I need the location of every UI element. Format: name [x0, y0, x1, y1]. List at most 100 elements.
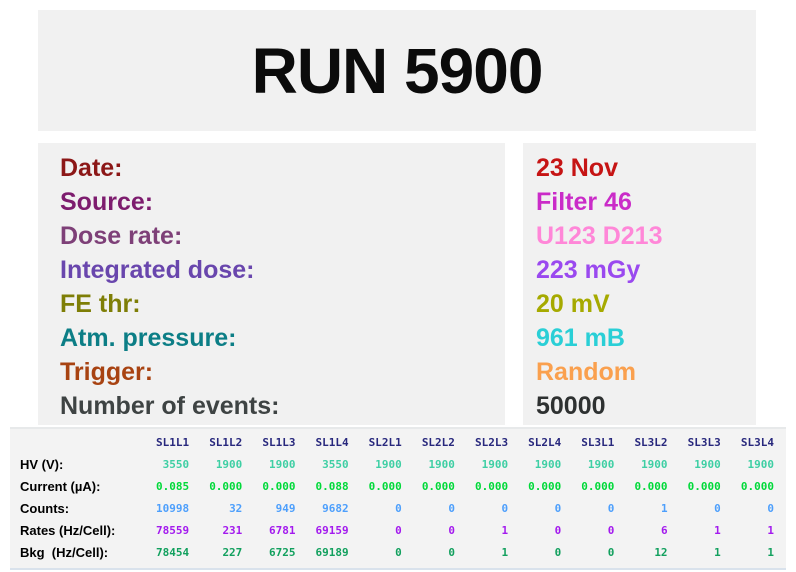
row-label-bkg: Bkg (Hz/Cell): [20, 544, 109, 560]
cell-rates-sl2l2: 0 [448, 523, 455, 537]
row-label-current: Current (µA): [20, 478, 101, 494]
cell-counts-sl3l3: 0 [714, 501, 721, 515]
column-header-sl3l2: SL3L2 [634, 435, 668, 449]
table-row-hv: HV (V): 3550 1900 1900 3550 1900 1900 1900 1900 1… [10, 453, 786, 475]
run-title-panel: RUN 5900 [38, 10, 756, 131]
cell-hv-sl3l3: 1900 [694, 457, 721, 471]
column-header-sl2l4: SL2L4 [528, 435, 562, 449]
cell-rates-sl1l2: 231 [222, 523, 243, 537]
cell-rates-sl3l4: 1 [767, 523, 774, 537]
run-title: RUN 5900 [251, 34, 544, 107]
info-value-fe-thr: 20 mV [536, 290, 610, 318]
column-header-sl3l4: SL3L4 [740, 435, 774, 449]
cell-current-sl2l1: 0.000 [368, 479, 402, 493]
info-value-number-of-events: 50000 [536, 392, 606, 420]
cell-hv-sl1l3: 1900 [268, 457, 296, 471]
row-label-rates: Rates (Hz/Cell): [20, 522, 116, 538]
cell-hv-sl1l1: 3550 [162, 457, 190, 471]
info-label-number-of-events: Number of events: [60, 392, 280, 420]
table-corner-cell [10, 431, 148, 453]
cell-counts-sl1l1: 10998 [156, 501, 190, 515]
info-label-fe-thr: FE thr: [60, 290, 141, 318]
table-row-counts: Counts: 10998 32 949 9682 0 0 0 0 0 1 0 0 [10, 497, 786, 519]
table-row-current: Current (µA): 0.085 0.000 0.000 0.088 0.000 0.… [10, 475, 786, 497]
cell-bkg-sl3l2: 12 [654, 545, 668, 559]
cell-hv-sl3l1: 1900 [587, 457, 615, 471]
column-header-sl1l2: SL1L2 [209, 435, 243, 449]
cell-counts-sl2l4: 0 [554, 501, 562, 515]
cell-hv-sl3l2: 1900 [641, 457, 668, 471]
column-header-sl2l1: SL2L1 [368, 435, 402, 449]
cell-bkg-sl1l4: 69189 [315, 545, 349, 559]
cell-counts-sl3l1: 0 [607, 501, 615, 515]
info-values-panel: 23 Nov Filter 46 U123 D213 223 mGy 20 mV 961 … [523, 143, 756, 425]
cell-counts-sl1l4: 9682 [322, 501, 349, 515]
info-value-atm-pressure: 961 mB [536, 324, 625, 352]
cell-rates-sl1l1: 78559 [156, 523, 190, 537]
table-row-rates: Rates (Hz/Cell): 78559 231 6781 69159 0 0 1 0 0 6 1… [10, 519, 786, 541]
cell-rates-sl1l3: 6781 [268, 523, 296, 537]
cell-current-sl2l2: 0.000 [421, 479, 455, 493]
cell-counts-sl3l2: 1 [660, 501, 668, 515]
cell-counts-sl2l2: 0 [448, 501, 455, 515]
cell-hv-sl1l4: 3550 [322, 457, 349, 471]
cell-current-sl2l3: 0.000 [474, 479, 509, 493]
info-label-date: Date: [60, 154, 123, 182]
detector-table-container: SL1L1 SL1L2 SL1L3 SL1L4 SL2L1 SL2L2 SL2L3 SL2L4… [10, 427, 786, 570]
column-header-sl3l3: SL3L3 [687, 435, 721, 449]
table-row-bkg: Bkg (Hz/Cell): 78454 227 6725 69189 0 0 1 0 0 12 1 1 [10, 541, 786, 563]
cell-hv-sl2l4: 1900 [534, 457, 562, 471]
cell-current-sl2l4: 0.000 [528, 479, 562, 493]
info-value-source: Filter 46 [536, 188, 632, 216]
info-value-date: 23 Nov [536, 154, 618, 182]
cell-rates-sl3l3: 1 [714, 523, 721, 537]
info-labels-panel: Date: Source: Dose rate: Integrated dose: FE… [38, 143, 505, 425]
cell-bkg-sl2l4: 0 [554, 545, 562, 559]
info-label-atm-pressure: Atm. pressure: [60, 324, 237, 352]
column-header-sl3l1: SL3L1 [581, 435, 615, 449]
cell-hv-sl3l4: 1900 [747, 457, 775, 471]
column-header-sl2l3: SL2L3 [474, 435, 509, 449]
cell-counts-sl1l3: 949 [275, 501, 296, 515]
cell-current-sl3l4: 0.000 [740, 479, 774, 493]
cell-rates-sl2l4: 0 [554, 523, 562, 537]
cell-bkg-sl1l2: 227 [222, 545, 243, 559]
cell-current-sl1l3: 0.000 [262, 479, 296, 493]
cell-bkg-sl2l3: 1 [501, 545, 509, 559]
cell-current-sl3l1: 0.000 [581, 479, 615, 493]
info-value-trigger: Random [536, 358, 636, 386]
column-header-sl1l3: SL1L3 [262, 435, 296, 449]
cell-current-sl3l2: 0.000 [634, 479, 668, 493]
cell-counts-sl3l4: 0 [767, 501, 774, 515]
row-label-hv: HV (V): [20, 456, 64, 472]
cell-hv-sl2l2: 1900 [428, 457, 455, 471]
info-value-dose-rate: U123 D213 [536, 222, 663, 250]
info-label-dose-rate: Dose rate: [60, 222, 183, 250]
cell-counts-sl2l3: 0 [501, 501, 509, 515]
info-label-integrated-dose: Integrated dose: [60, 256, 255, 284]
detector-table-header-row: SL1L1 SL1L2 SL1L3 SL1L4 SL2L1 SL2L2 SL2L3 SL2L4… [10, 431, 786, 453]
info-label-source: Source: [60, 188, 154, 216]
cell-current-sl1l2: 0.000 [209, 479, 243, 493]
row-label-counts: Counts: [20, 500, 70, 516]
cell-bkg-sl3l1: 0 [607, 545, 615, 559]
cell-current-sl3l3: 0.000 [687, 479, 721, 493]
cell-rates-sl2l1: 0 [395, 523, 402, 537]
column-header-sl2l2: SL2L2 [421, 435, 455, 449]
cell-rates-sl3l1: 0 [607, 523, 615, 537]
cell-hv-sl2l3: 1900 [481, 457, 509, 471]
cell-bkg-sl2l1: 0 [395, 545, 402, 559]
cell-counts-sl1l2: 32 [229, 501, 243, 515]
info-value-integrated-dose: 223 mGy [536, 256, 641, 284]
cell-bkg-sl1l1: 78454 [156, 545, 190, 559]
cell-rates-sl1l4: 69159 [315, 523, 349, 537]
cell-bkg-sl1l3: 6725 [268, 545, 296, 559]
cell-rates-sl3l2: 6 [660, 523, 668, 537]
cell-counts-sl2l1: 0 [395, 501, 402, 515]
cell-hv-sl1l2: 1900 [215, 457, 243, 471]
cell-hv-sl2l1: 1900 [375, 457, 402, 471]
cell-bkg-sl2l2: 0 [448, 545, 455, 559]
detector-table: SL1L1 SL1L2 SL1L3 SL1L4 SL2L1 SL2L2 SL2L3 SL2L4… [10, 431, 786, 563]
column-header-sl1l4: SL1L4 [315, 435, 349, 449]
column-header-sl1l1: SL1L1 [156, 435, 190, 449]
